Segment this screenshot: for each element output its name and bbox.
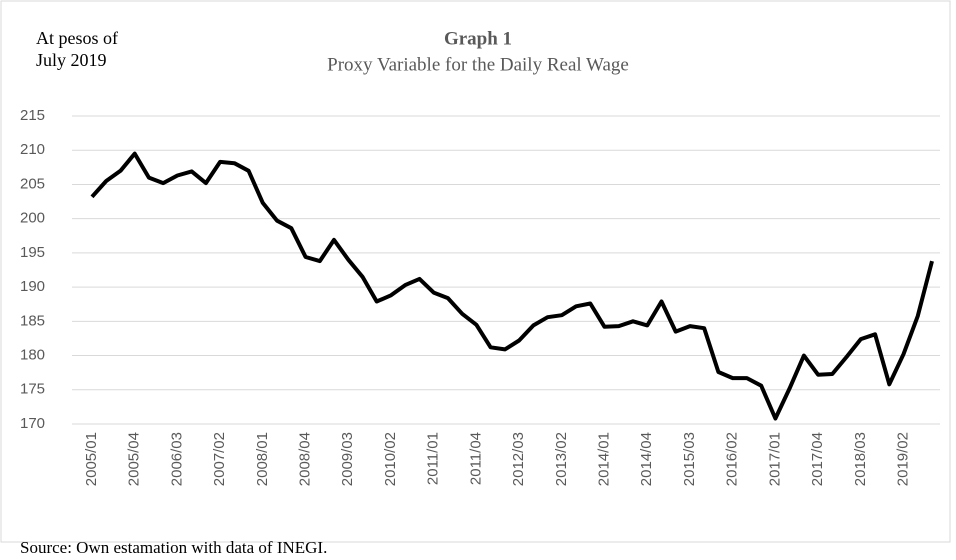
x-tick-label: 2016/02 xyxy=(724,432,741,486)
x-tick-label: 2014/04 xyxy=(638,432,655,486)
x-tick-label: 2009/03 xyxy=(339,432,356,486)
x-tick-label: 2012/03 xyxy=(510,432,527,486)
x-tick-label: 2013/02 xyxy=(553,432,570,486)
x-tick-label: 2006/03 xyxy=(168,432,185,486)
x-tick-label: 2019/02 xyxy=(894,432,911,486)
data-line xyxy=(90,151,934,421)
x-tick-label: 2017/01 xyxy=(766,432,783,486)
chart-border xyxy=(0,0,951,543)
x-tick-label: 2011/04 xyxy=(467,432,484,485)
x-tick-label: 2015/03 xyxy=(681,432,698,486)
y-axis-label: July 2019 xyxy=(36,50,107,70)
x-tick-label: 2008/01 xyxy=(254,432,271,486)
y-axis-label: At pesos of xyxy=(36,28,118,48)
y-tick-label: 195 xyxy=(20,244,45,261)
y-tick-label: 170 xyxy=(20,415,45,432)
y-tick-label: 190 xyxy=(20,278,45,295)
x-tick-label: 2008/04 xyxy=(297,432,314,486)
y-tick-label: 175 xyxy=(20,381,45,398)
chart-title: Graph 1 xyxy=(444,28,512,49)
x-tick-label: 2005/04 xyxy=(126,432,143,486)
y-tick-label: 210 xyxy=(20,141,45,158)
y-tick-label: 185 xyxy=(20,312,45,329)
x-tick-label: 2017/04 xyxy=(809,432,826,486)
x-tick-label: 2014/01 xyxy=(596,432,613,486)
y-tick-label: 215 xyxy=(20,107,45,124)
x-tick-label: 2005/01 xyxy=(83,432,100,486)
x-tick-label: 2018/03 xyxy=(852,432,869,486)
x-tick-label: 2010/02 xyxy=(382,432,399,486)
y-tick-label: 200 xyxy=(20,210,45,227)
chart-subtitle: Proxy Variable for the Daily Real Wage xyxy=(327,54,629,75)
y-tick-label: 180 xyxy=(20,347,45,364)
x-tick-label: 2011/01 xyxy=(425,432,442,485)
source-note: Source: Own estamation with data of INEG… xyxy=(20,538,327,557)
y-tick-label: 205 xyxy=(20,175,45,192)
x-tick-label: 2007/02 xyxy=(211,432,228,486)
